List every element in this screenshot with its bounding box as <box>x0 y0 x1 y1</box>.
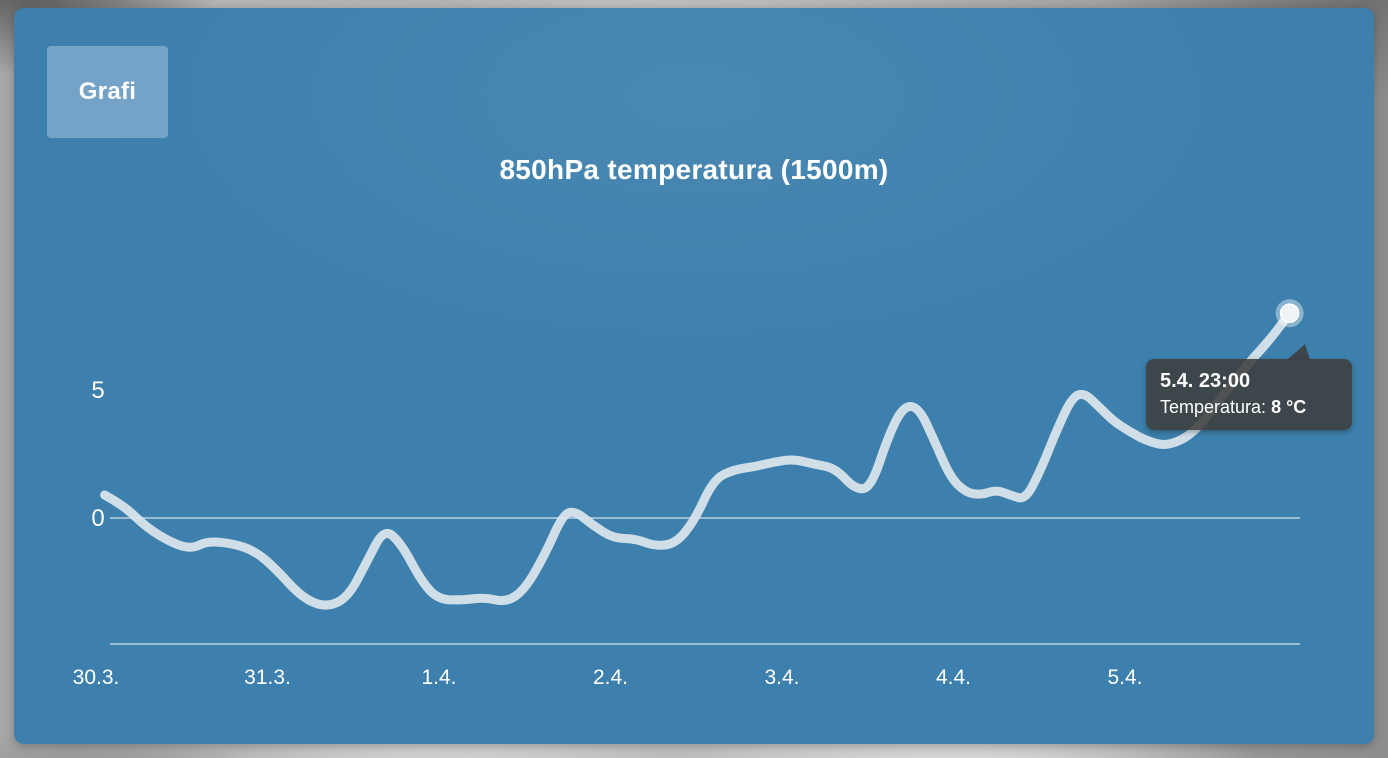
tooltip-row: Temperatura: 8 °C <box>1160 397 1338 418</box>
x-tick-label: 4.4. <box>936 666 971 689</box>
tooltip-time: 5.4. 23:00 <box>1160 370 1251 392</box>
data-point-marker[interactable] <box>1279 303 1300 323</box>
tooltip-value: 8 °C <box>1271 397 1307 417</box>
tooltip-pointer-icon <box>1287 344 1310 360</box>
x-tick-label: 31.3. <box>244 666 291 689</box>
x-tick-label: 2.4. <box>593 666 628 689</box>
tab-grafi[interactable]: Grafi <box>47 46 168 138</box>
x-tick-label: 30.3. <box>73 666 120 689</box>
x-tick-label: 1.4. <box>421 666 456 689</box>
tooltip: 5.4. 23:00 Temperatura: 8 °C <box>1146 344 1352 430</box>
chart-title: 850hPa temperatura (1500m) <box>499 154 889 185</box>
x-tick-label: 3.4. <box>764 666 799 689</box>
temperature-line <box>100 308 1295 610</box>
tooltip-label: Temperatura: <box>1160 397 1267 417</box>
tab-grafi-label: Grafi <box>78 78 137 105</box>
y-tick-label: 0 <box>91 505 104 532</box>
y-tick-label: 5 <box>91 377 104 404</box>
x-tick-label: 5.4. <box>1107 666 1142 689</box>
